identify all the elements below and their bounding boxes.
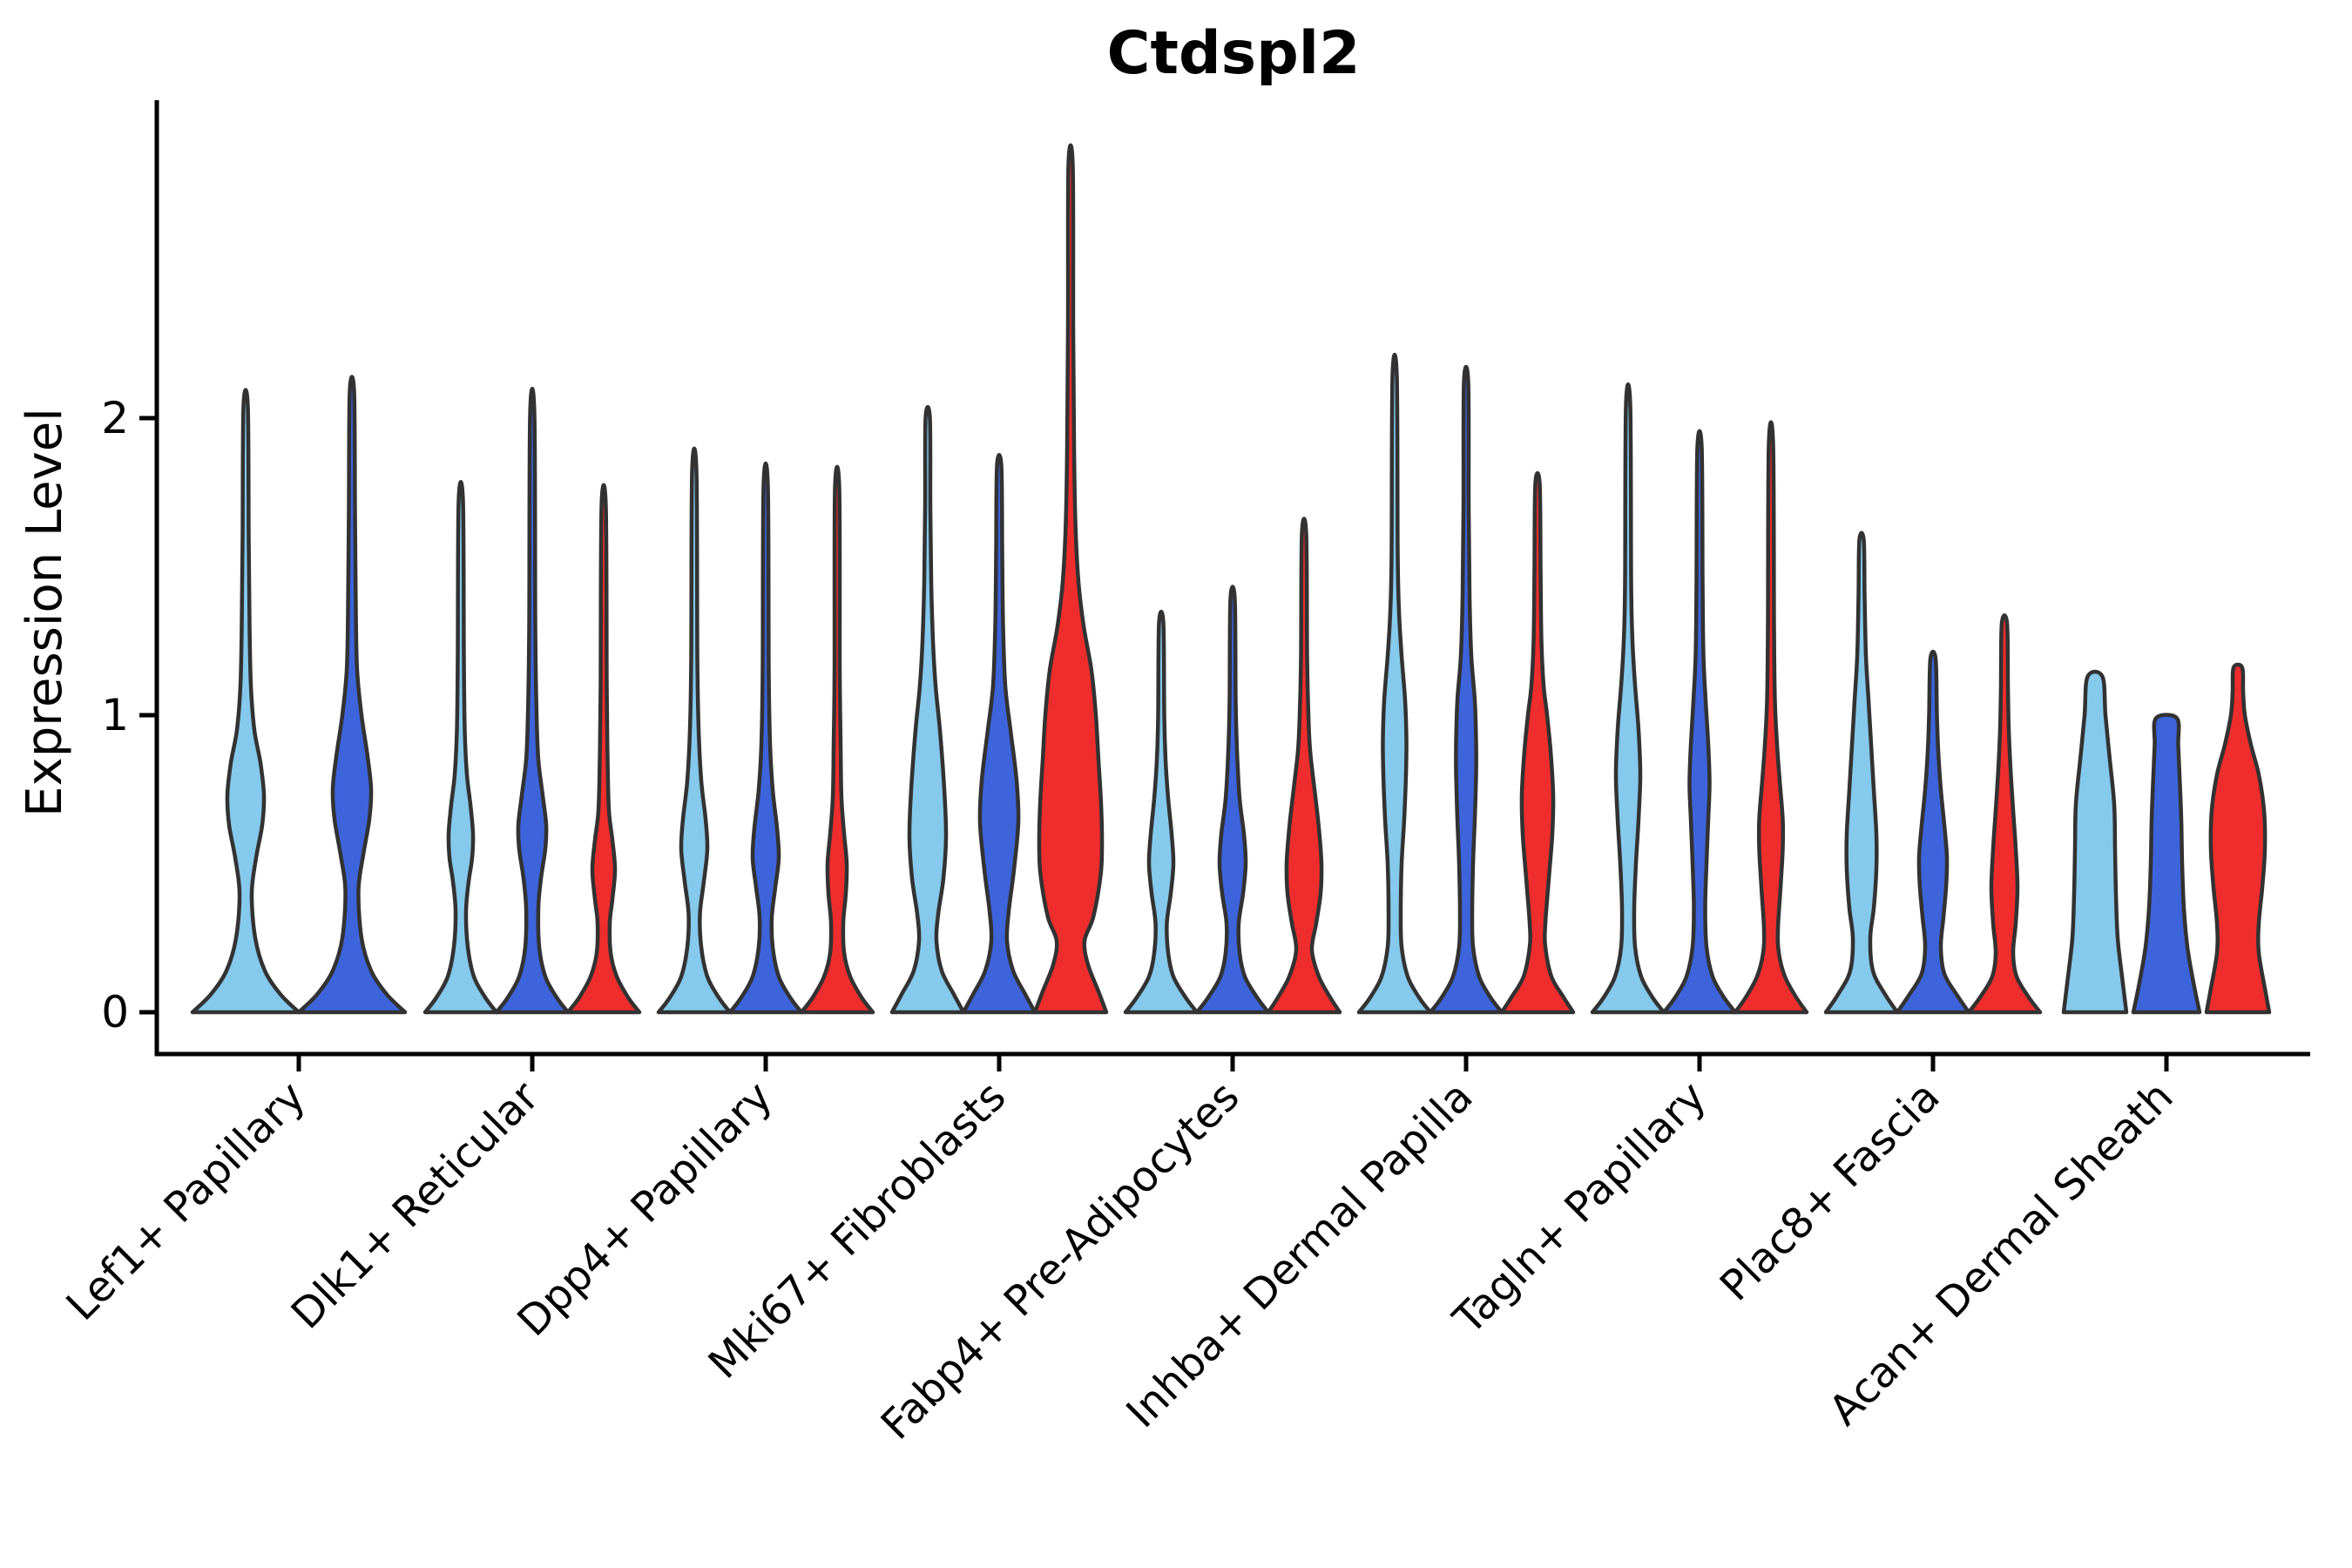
violin-sample-blue-group4 [961, 452, 1037, 1015]
violin-sample-blue-group9 [2131, 713, 2202, 1015]
violin-sample-lightblue-group3 [656, 447, 733, 1015]
x-tick-label: Dlk1+ Reticular [282, 1072, 549, 1339]
y-tick-label: 2 [101, 393, 129, 443]
violin-sample-red-group6 [1499, 470, 1576, 1015]
violin-sample-red-group4 [1032, 143, 1109, 1015]
violin-sample-red-group3 [799, 464, 875, 1015]
violin-sample-lightblue-group4 [889, 404, 966, 1015]
violin-sample-blue-group3 [727, 462, 804, 1015]
violin-sample-red-group9 [2204, 662, 2272, 1015]
violin-sample-red-group5 [1266, 517, 1342, 1015]
violin-sample-lightblue-group6 [1356, 353, 1433, 1015]
violin-sample-red-group7 [1733, 420, 1809, 1015]
x-tick-label: Tagln+ Papillary [1443, 1072, 1715, 1344]
violin-sample-blue-group2 [494, 387, 571, 1015]
violin-sample-blue-group8 [1895, 649, 1971, 1015]
x-tick-label: Dpp4+ Papillary [508, 1072, 781, 1346]
violin-sample-lightblue-group9 [2061, 669, 2129, 1015]
y-tick-label: 0 [101, 987, 129, 1037]
violin-sample-red-group2 [565, 483, 642, 1015]
violin-sample-blue-group1 [296, 375, 408, 1015]
violin-sample-blue-group6 [1428, 364, 1504, 1015]
violin-sample-lightblue-group2 [422, 480, 499, 1015]
violin-sample-lightblue-group5 [1123, 609, 1200, 1015]
y-tick-label: 1 [101, 690, 129, 740]
x-tick-label: Lef1+ Papillary [57, 1072, 315, 1330]
chart-title: Ctdspl2 [1106, 19, 1361, 88]
violin-sample-lightblue-group1 [190, 388, 301, 1015]
violin-sample-red-group8 [1966, 613, 2043, 1015]
violin-sample-blue-group5 [1194, 585, 1271, 1015]
violin-sample-lightblue-group8 [1823, 531, 1900, 1015]
x-tick-label: Plac8+ Fascia [1711, 1072, 1950, 1311]
violin-sample-lightblue-group7 [1590, 382, 1666, 1015]
violin-sample-blue-group7 [1661, 429, 1738, 1015]
